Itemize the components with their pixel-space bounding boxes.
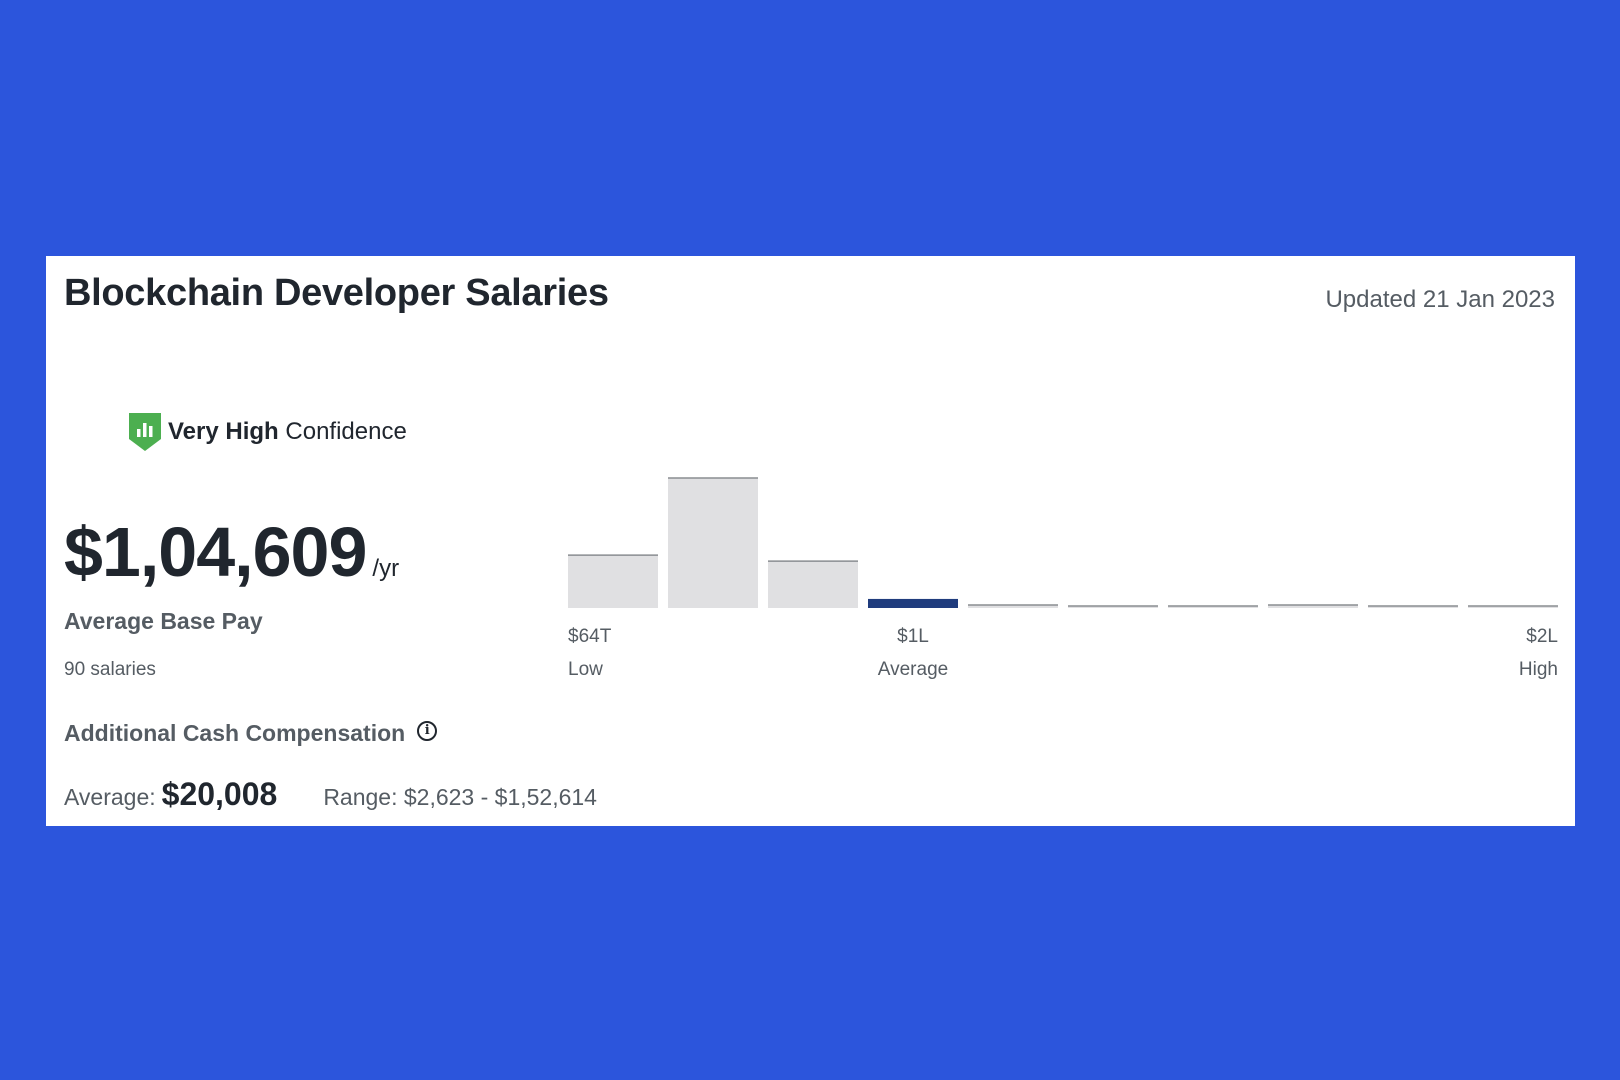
salary-histogram <box>568 477 1558 608</box>
histogram-bar <box>1268 604 1358 608</box>
tick-value: $1L <box>897 626 929 647</box>
histogram-bar <box>1168 606 1258 608</box>
info-icon[interactable]: i <box>417 720 438 741</box>
tick-value: $64T <box>568 626 612 647</box>
confidence-text: Very High Confidence <box>168 418 407 446</box>
average-pay-value: $1,04,609 <box>64 513 367 591</box>
histogram-bar <box>968 604 1058 608</box>
additional-compensation-row: Average: $20,008 Range: $2,623 - $1,52,6… <box>64 776 597 813</box>
salary-count: 90 salaries <box>64 659 156 680</box>
salary-card: Blockchain Developer Salaries Updated 21… <box>46 256 1575 826</box>
histogram-bar <box>568 555 658 608</box>
additional-compensation-label: Additional Cash Compensation <box>64 720 406 746</box>
average-pay: $1,04,609 /yr <box>64 512 399 592</box>
histogram-bar <box>1068 606 1158 608</box>
average-pay-label: Average Base Pay <box>64 608 263 634</box>
confidence-shield-icon <box>129 413 161 451</box>
updated-date: Updated 21 Jan 2023 <box>1325 286 1555 313</box>
histogram-bar <box>668 478 758 608</box>
histogram-bar <box>1468 606 1558 608</box>
confidence-level: Very High <box>168 418 279 445</box>
additional-average-label: Average: <box>64 784 156 810</box>
additional-compensation-header: Additional Cash Compensation i <box>64 720 438 747</box>
confidence-badge: Very High Confidence <box>128 412 407 452</box>
tick-label: Average <box>877 659 949 680</box>
additional-range: Range: $2,623 - $1,52,614 <box>323 784 597 810</box>
tick-label: Low <box>568 659 603 680</box>
histogram-bar <box>1368 606 1458 608</box>
tick-label: High <box>1518 659 1558 680</box>
histogram-bar-average <box>868 598 958 608</box>
tick-value: $2L <box>1526 626 1558 647</box>
confidence-suffix: Confidence <box>278 418 407 445</box>
additional-average-value: $20,008 <box>161 776 278 812</box>
pay-unit: /yr <box>372 555 400 582</box>
salary-distribution-chart: $64T Low $1L Average $2L High <box>568 456 1558 716</box>
histogram-bar <box>768 561 858 608</box>
page-title: Blockchain Developer Salaries <box>64 272 609 314</box>
